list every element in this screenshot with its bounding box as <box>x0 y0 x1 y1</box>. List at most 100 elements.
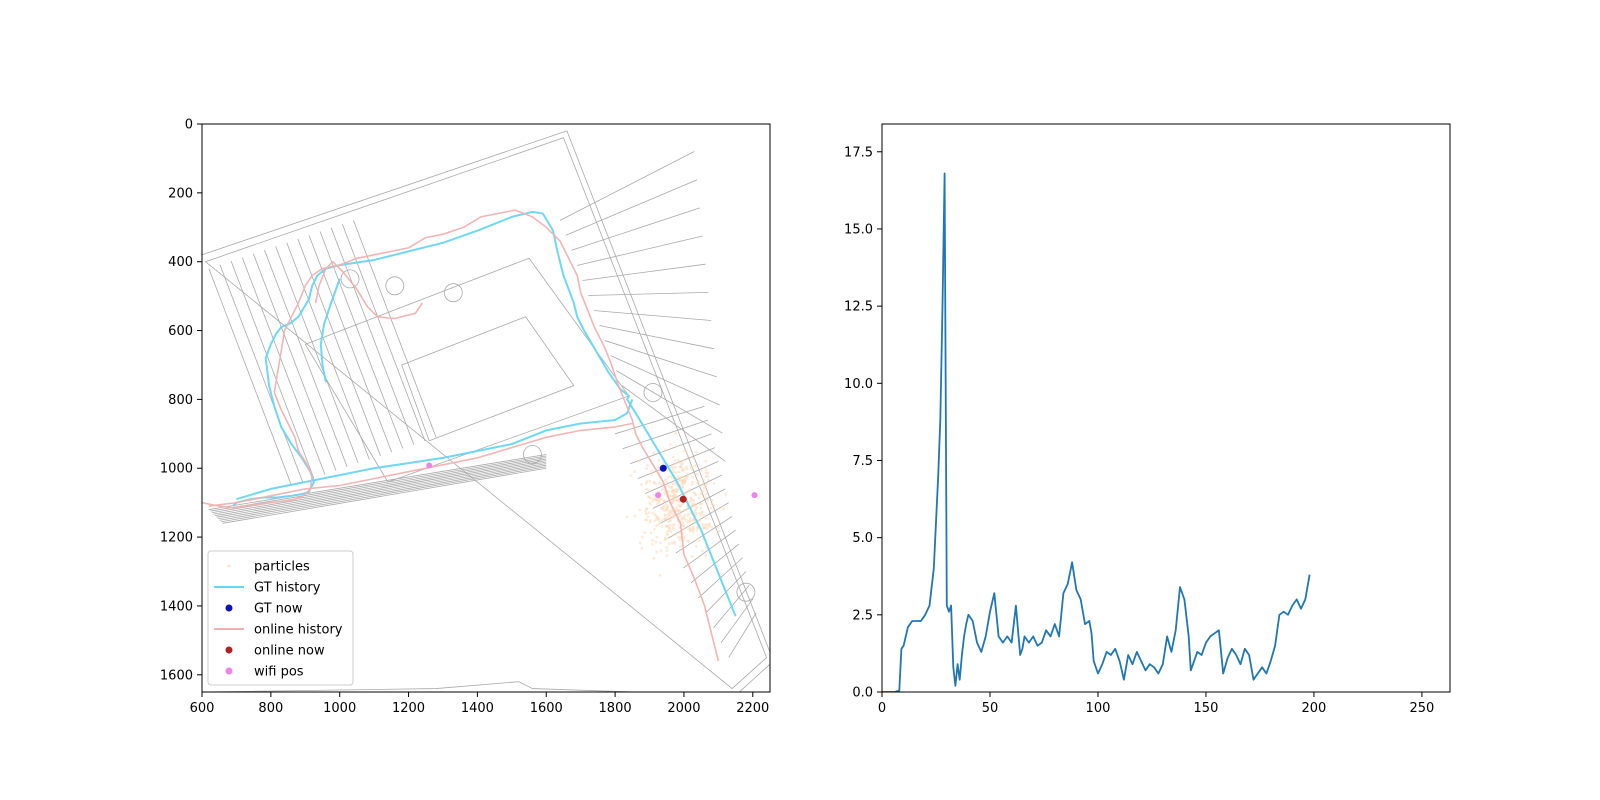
particle <box>674 465 678 469</box>
particle <box>690 555 694 559</box>
particle <box>705 516 708 520</box>
map-x-tick-label: 1800 <box>599 701 632 716</box>
legend-label-online-history: online history <box>254 623 343 638</box>
map-panel: 600 800 1000 1200 1400 1600 1800 2000 2200 0 200 4… <box>160 118 771 716</box>
particle <box>691 480 694 484</box>
particle <box>658 573 662 577</box>
particle <box>640 535 644 539</box>
wall-line <box>208 454 547 510</box>
error-y-tick-label: 0.0 <box>852 686 873 701</box>
map-y-tick-label: 200 <box>168 186 193 201</box>
particle <box>711 509 715 513</box>
error-series-line <box>882 172 1311 692</box>
table-shape <box>736 582 756 602</box>
table-shape <box>385 276 405 296</box>
error-y-tick-label: 15.0 <box>844 222 873 237</box>
error-y-tick-label: 5.0 <box>852 531 873 546</box>
wifi-pos-point <box>426 462 433 469</box>
particle <box>659 541 663 545</box>
atrium-outline <box>401 316 575 442</box>
particle <box>705 488 709 492</box>
particle <box>706 478 710 482</box>
wall-line <box>614 405 705 435</box>
wall-line <box>214 460 547 517</box>
particle <box>665 516 669 520</box>
particle <box>684 491 687 495</box>
particle <box>688 529 692 533</box>
particle <box>675 444 679 448</box>
particle <box>657 482 661 485</box>
particle <box>702 523 705 526</box>
particle <box>706 498 710 502</box>
wall-line <box>341 223 426 442</box>
particle <box>700 511 704 515</box>
particle <box>674 431 677 435</box>
particle <box>702 526 705 530</box>
particle <box>669 443 672 446</box>
wall-line <box>219 264 303 482</box>
particle <box>672 466 675 470</box>
particle <box>679 465 683 469</box>
particle <box>686 513 690 517</box>
error-x-tick-label: 50 <box>982 701 999 716</box>
particle <box>656 466 660 470</box>
particle <box>662 499 666 502</box>
particle <box>679 504 683 508</box>
particle <box>663 478 667 482</box>
particle <box>687 489 691 493</box>
particle <box>722 507 726 511</box>
map-x-tick-label: 1600 <box>530 701 563 716</box>
wall-line <box>319 231 404 449</box>
wall-line <box>637 447 716 479</box>
particle <box>650 542 654 546</box>
wall-line <box>213 458 547 515</box>
legend-label-particles: particles <box>254 560 310 575</box>
wall-line <box>604 340 717 378</box>
particle <box>638 541 642 545</box>
wall-line <box>571 207 701 251</box>
particle <box>676 535 680 539</box>
wall-line <box>230 261 315 479</box>
particle <box>678 478 682 481</box>
particle <box>699 514 703 517</box>
particle <box>666 490 670 493</box>
particle <box>673 542 677 545</box>
particle <box>702 514 706 518</box>
particle <box>649 518 652 522</box>
legend-label-gt-now: GT now <box>254 602 303 617</box>
map-x-tick-label: 600 <box>190 701 215 716</box>
particle <box>695 472 699 476</box>
particle <box>717 529 721 533</box>
particle <box>689 496 693 500</box>
error-x-tick-label: 100 <box>1086 701 1111 716</box>
particle <box>671 527 674 531</box>
particle <box>704 492 708 496</box>
particle <box>666 475 670 479</box>
error-y-tick-label: 10.0 <box>844 377 873 392</box>
wall-line <box>565 179 698 236</box>
particle <box>668 527 672 531</box>
wall-line <box>582 263 706 281</box>
particle <box>672 490 676 494</box>
particle <box>694 511 698 515</box>
particle <box>712 482 716 485</box>
building-wing-outline <box>204 137 768 690</box>
particle <box>667 484 671 488</box>
particle <box>668 509 671 513</box>
particle <box>688 516 692 520</box>
particle <box>681 475 685 479</box>
particle <box>657 499 661 503</box>
particle <box>677 508 680 512</box>
particle <box>660 483 664 486</box>
map-y-tick-label: 1000 <box>160 462 193 477</box>
particle <box>683 513 687 517</box>
particle <box>643 531 647 534</box>
particle <box>705 527 709 531</box>
table-shape <box>340 269 360 289</box>
wall-line <box>559 151 695 221</box>
particle <box>677 500 681 503</box>
particle <box>668 523 671 527</box>
wall-line <box>208 268 292 486</box>
particle <box>659 549 663 553</box>
